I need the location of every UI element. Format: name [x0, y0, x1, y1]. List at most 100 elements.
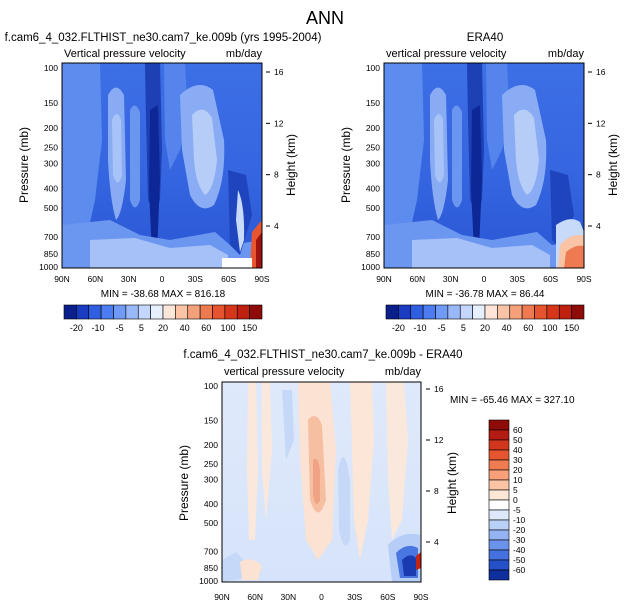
- x-tick-label: 90S: [413, 592, 428, 602]
- colorbar: -20 -10 -5 5 20 40 60 100 150: [63, 304, 263, 333]
- panel-subtitle-right: mb/day: [226, 48, 263, 60]
- x-tick-label: 60N: [410, 274, 426, 284]
- colorbar-swatch: [410, 304, 424, 320]
- band-near-zero: [386, 382, 408, 540]
- plot-frame: [221, 381, 422, 583]
- x-tick-label: 30S: [510, 274, 525, 284]
- colorbar-label: -60: [513, 565, 526, 575]
- x-tick-label: 60S: [221, 274, 236, 284]
- colorbar-swatch: [212, 304, 226, 320]
- band-light-blue: [90, 238, 228, 268]
- y-tick-label-right: 4: [274, 221, 279, 231]
- colorbar-swatch: [113, 304, 127, 320]
- x-tick-label: 0: [482, 274, 487, 284]
- colorbar-swatch: [558, 304, 572, 320]
- colorbar-label: -20: [392, 323, 405, 333]
- y-tick-label: 300: [204, 475, 218, 485]
- colorbar-swatch: [488, 499, 510, 511]
- colorbar-label: 50: [513, 435, 523, 445]
- x-tick-label: 90S: [576, 274, 591, 284]
- y-tick-label: 500: [44, 203, 58, 213]
- topography-mask: [222, 258, 252, 268]
- y-tick-label: 400: [204, 499, 218, 509]
- y-tick-label-right: 16: [596, 67, 606, 77]
- y-tick-label-right: 4: [596, 221, 601, 231]
- page-title: ANN: [306, 8, 344, 28]
- colorbar-swatch: [488, 569, 510, 581]
- colorbar-swatch: [521, 304, 535, 320]
- colorbar-label: -5: [116, 323, 124, 333]
- colorbar-label: 5: [513, 485, 518, 495]
- y-tick-label: 850: [204, 563, 218, 573]
- colorbar-label: 60: [513, 425, 523, 435]
- colorbar-label: 40: [502, 323, 512, 333]
- x-tick-label: 60S: [543, 274, 558, 284]
- band-lightest-blue: [514, 109, 539, 195]
- colorbar-swatch: [497, 304, 511, 320]
- colorbar-swatch: [100, 304, 114, 320]
- colorbar-swatch: [224, 304, 238, 320]
- colorbar-swatch: [175, 304, 189, 320]
- x-tick-label: 0: [160, 274, 165, 284]
- colorbar-swatch: [459, 304, 473, 320]
- colorbar-swatch: [488, 519, 510, 531]
- x-tick-label: 30N: [281, 592, 297, 602]
- colorbar-swatch: [125, 304, 139, 320]
- band-positive: [564, 245, 584, 268]
- heatmap-field: [384, 63, 584, 268]
- y-tick-label-right: 8: [596, 170, 601, 180]
- plot-frame: [61, 62, 263, 269]
- colorbar-swatch: [488, 549, 510, 561]
- colorbar-swatch: [447, 304, 461, 320]
- band-lightest-blue: [192, 109, 217, 195]
- band-mid-blue: [164, 63, 188, 170]
- x-tick-label: 0: [319, 592, 324, 602]
- x-tick-label: 90N: [54, 274, 70, 284]
- band-positive: [313, 458, 320, 504]
- y-tick-label: 250: [204, 459, 218, 469]
- panel-subtitle-left: vertical pressure velocity: [224, 366, 345, 378]
- y-tick-label: 200: [366, 123, 380, 133]
- band-weak-negative: [338, 457, 350, 546]
- y-axis-label: Pressure (mb): [17, 127, 31, 203]
- colorbar-swatch: [435, 304, 449, 320]
- band-near-zero: [262, 382, 272, 520]
- y-tick-label: 500: [366, 203, 380, 213]
- y-tick-label: 700: [366, 232, 380, 242]
- x-tick-label: 90N: [214, 592, 230, 602]
- colorbar-swatch: [488, 559, 510, 571]
- band-mid-blue: [62, 63, 102, 268]
- colorbar-swatch: [398, 304, 412, 320]
- colorbar-swatch: [488, 459, 510, 471]
- y-tick-label: 100: [204, 381, 218, 391]
- y-tick-labels-right: 16 12 8 4: [588, 67, 606, 231]
- y-tick-label: 500: [204, 518, 218, 528]
- colorbar-label: -50: [513, 555, 526, 565]
- colorbar-label: -10: [414, 323, 427, 333]
- y-tick-label: 700: [44, 232, 58, 242]
- colorbar-swatch: [546, 304, 560, 320]
- colorbar-swatch: [488, 449, 510, 461]
- x-tick-label: 60N: [247, 592, 263, 602]
- colorbar-swatch: [488, 489, 510, 501]
- y-tick-labels-right: 16 12 8 4: [266, 67, 284, 231]
- colorbar-swatch: [488, 419, 510, 431]
- panel-era40: ERA40 vertical pressure velocity mb/day …: [339, 32, 620, 333]
- y-tick-labels: 100 150 200 250 300 400 500 700 850 1000: [39, 63, 58, 272]
- colorbar-swatch: [509, 304, 523, 320]
- x-tick-label: 90N: [376, 274, 392, 284]
- y-tick-label: 700: [204, 547, 218, 557]
- y-tick-labels: 100 150 200 250 300 400 500 700 850 1000: [361, 63, 380, 272]
- y-tick-label: 1000: [361, 262, 380, 272]
- y-tick-label: 250: [44, 143, 58, 153]
- colorbar-swatch: [137, 304, 151, 320]
- heatmap-field: [222, 382, 421, 582]
- band-strong-positive: [256, 232, 262, 268]
- colorbar-label: 30: [513, 455, 523, 465]
- band-mid-blue: [486, 63, 510, 170]
- colorbar-label: -5: [438, 323, 446, 333]
- x-tick-label: 30N: [443, 274, 459, 284]
- y-tick-label-right: 8: [434, 486, 439, 496]
